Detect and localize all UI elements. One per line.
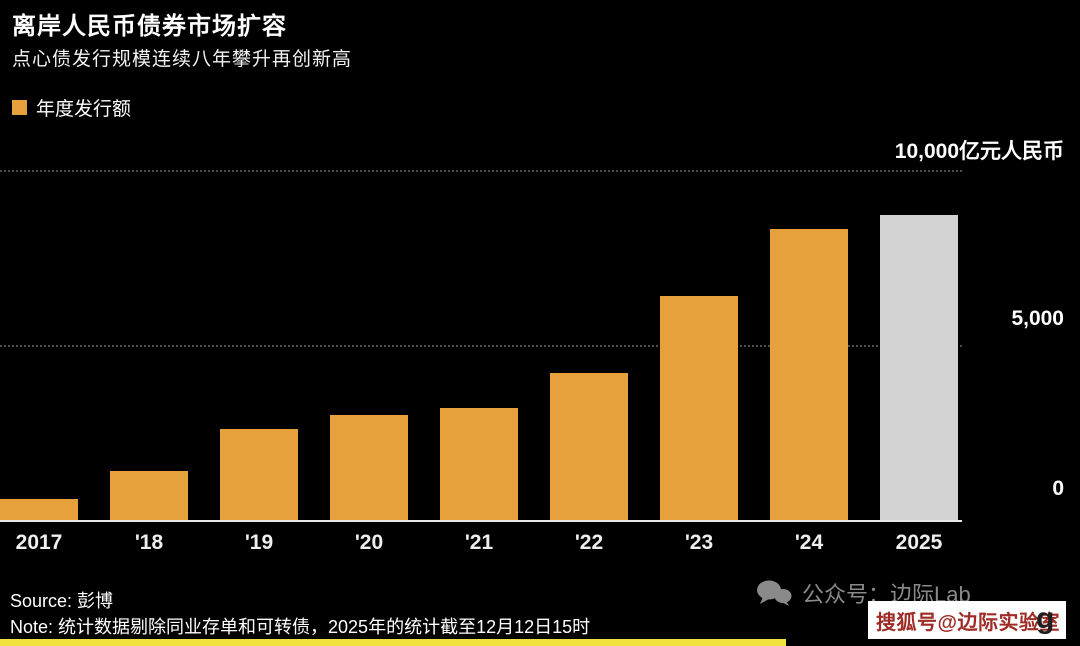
- chart-bar-21: [440, 408, 518, 520]
- legend-label: 年度发行额: [36, 99, 132, 120]
- x-axis-label-20: '20: [354, 531, 384, 554]
- x-axis-label-18: '18: [134, 531, 164, 554]
- note-line: Note: 统计数据剔除同业存单和可转债，2025年的统计截至12月12日15时: [10, 617, 591, 637]
- chart-subtitle: 点心债发行规模连续八年攀升再创新高: [12, 49, 353, 70]
- chart-bar-18: [110, 471, 188, 520]
- chart-title: 离岸人民币债券市场扩容: [12, 13, 287, 40]
- wechat-chat-bubbles-icon: [756, 580, 792, 607]
- x-axis-label-22: '22: [574, 531, 604, 554]
- gridline-5000: [0, 345, 962, 347]
- chart-bar-22: [550, 373, 628, 520]
- source-line: Source: 彭博: [10, 591, 114, 611]
- chart-bar-2017: [0, 499, 78, 520]
- x-axis-label-2025: 2025: [895, 531, 943, 554]
- bloomberg-logo-partial: g: [1036, 602, 1055, 635]
- x-axis-label-19: '19: [244, 531, 274, 554]
- x-axis-label-21: '21: [464, 531, 494, 554]
- x-axis-label-23: '23: [684, 531, 714, 554]
- sohu-watermark-box: 搜狐号@边际实验室: [868, 601, 1066, 639]
- y-axis-label-10000: 10,000亿元人民币: [894, 140, 1064, 163]
- x-axis-label-2017: 2017: [15, 531, 63, 554]
- legend-swatch-icon: [12, 100, 27, 115]
- chart-bar-20: [330, 415, 408, 520]
- yellow-highlight-strip: [0, 639, 786, 646]
- legend: 年度发行额: [12, 94, 131, 121]
- sohu-watermark-text: 搜狐号@边际实验室: [876, 611, 1061, 634]
- y-axis-label-5000: 5,000: [1011, 307, 1064, 330]
- chart-bar-19: [220, 429, 298, 520]
- chart-bar-2025: [880, 215, 958, 520]
- y-axis-label-0: 0: [1052, 477, 1064, 500]
- chart-bar-23: [660, 296, 738, 520]
- chart-bar-24: [770, 229, 848, 520]
- x-axis-label-24: '24: [794, 531, 824, 554]
- gridline-10000: [0, 170, 962, 172]
- x-axis-baseline: [0, 520, 962, 522]
- plot-area: [0, 170, 962, 520]
